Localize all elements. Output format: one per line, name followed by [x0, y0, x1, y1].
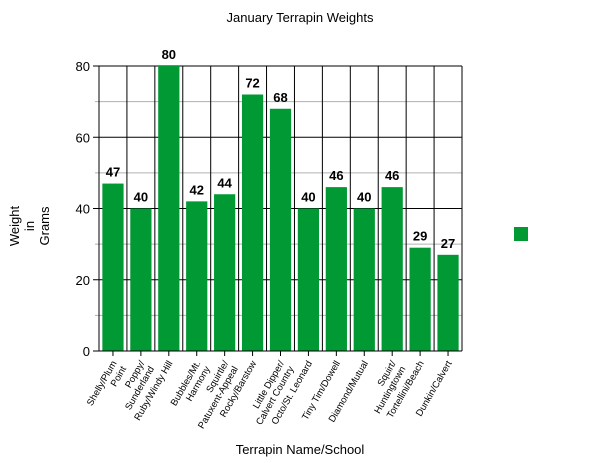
- bar: [158, 66, 180, 351]
- bar: [102, 183, 124, 351]
- bar-value-label: 44: [217, 175, 232, 190]
- legend-swatch: [514, 227, 528, 241]
- bar: [437, 254, 459, 351]
- chart-title: January Terrapin Weights: [226, 10, 374, 25]
- bar-value-label: 68: [273, 90, 287, 105]
- bar-value-label: 46: [329, 168, 343, 183]
- bar-value-label: 40: [301, 190, 315, 205]
- bar: [409, 247, 431, 351]
- y-tick-label: 20: [76, 273, 90, 288]
- y-tick-label: 60: [76, 130, 90, 145]
- y-tick-label: 80: [76, 59, 90, 74]
- y-tick-label: 40: [76, 202, 90, 217]
- y-tick-label: 0: [83, 344, 90, 359]
- bar-value-label: 42: [189, 182, 203, 197]
- bar-value-label: 29: [413, 229, 427, 244]
- bar: [214, 194, 236, 351]
- bar-value-label: 40: [357, 190, 371, 205]
- bar: [269, 108, 292, 351]
- bar: [353, 208, 375, 351]
- x-axis-label: Terrapin Name/School: [235, 442, 365, 457]
- bar: [241, 94, 264, 351]
- bar: [297, 208, 320, 351]
- bar-value-label: 80: [162, 47, 176, 62]
- bar: [186, 201, 208, 351]
- bar-value-label: 47: [106, 165, 120, 180]
- bar-value-label: 40: [134, 190, 148, 205]
- bar: [130, 208, 152, 351]
- bar-value-label: 72: [245, 76, 259, 91]
- bar: [381, 187, 403, 351]
- bar-value-label: 46: [385, 168, 399, 183]
- bar: [325, 187, 347, 351]
- bar-value-label: 27: [441, 236, 455, 251]
